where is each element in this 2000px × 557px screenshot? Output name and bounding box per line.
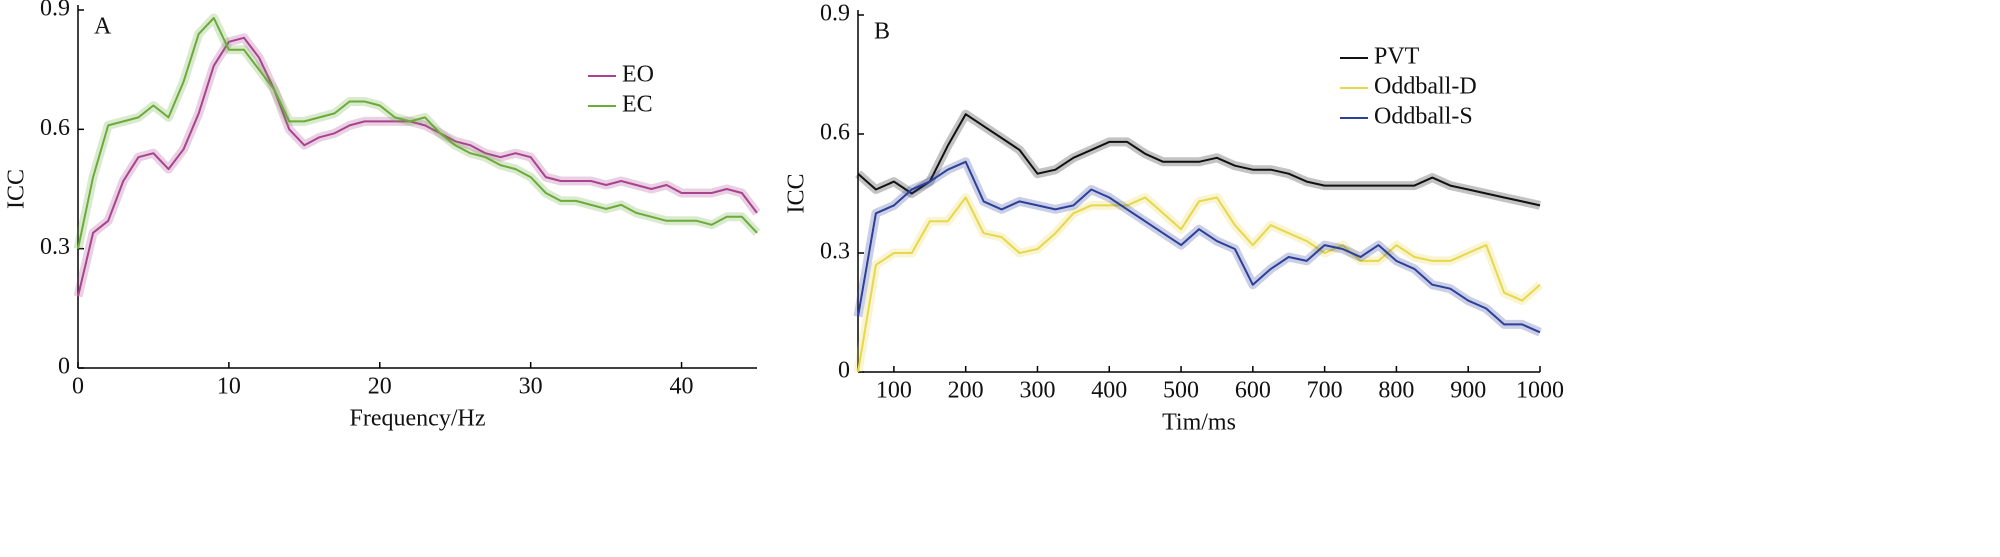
x-tick-label: 300 — [1019, 378, 1055, 404]
x-tick-label: 200 — [948, 378, 984, 404]
x-tick-label: 900 — [1450, 378, 1486, 404]
x-tick-label: 10 — [217, 374, 241, 400]
series-line — [857, 113, 1541, 207]
x-tick-label: 40 — [670, 374, 694, 400]
x-axis-label: Tim/ms — [1162, 410, 1236, 436]
series-line — [77, 36, 758, 297]
x-tick-label: 100 — [876, 378, 912, 404]
y-axis-label: ICC — [784, 173, 810, 213]
x-tick-label: 500 — [1163, 378, 1199, 404]
legend-label: EO — [622, 62, 654, 88]
confidence-band — [73, 33, 761, 298]
series-line — [857, 196, 1541, 373]
y-tick-label: 0 — [838, 358, 850, 384]
series-line — [857, 160, 1541, 334]
legend-label: Oddball-S — [1374, 104, 1473, 130]
y-tick-label: 0.3 — [40, 234, 70, 260]
panel-label: B — [874, 19, 890, 45]
y-tick-label: 0.9 — [40, 0, 70, 22]
y-tick-label: 0 — [58, 354, 70, 380]
legend-label: PVT — [1374, 44, 1420, 70]
y-tick-label: 0.6 — [40, 115, 70, 141]
x-tick-label: 800 — [1378, 378, 1414, 404]
legend-label: Oddball-D — [1374, 74, 1477, 100]
x-tick-label: 700 — [1307, 378, 1343, 404]
y-tick-label: 0.9 — [820, 1, 850, 27]
x-tick-label: 600 — [1235, 378, 1271, 404]
series-line — [77, 17, 758, 249]
y-tick-label: 0.3 — [820, 239, 850, 265]
x-tick-label: 400 — [1091, 378, 1127, 404]
x-tick-label: 30 — [519, 374, 543, 400]
confidence-band — [853, 157, 1542, 337]
x-tick-label: 20 — [368, 374, 392, 400]
legend-label: EC — [622, 92, 653, 118]
y-axis-label: ICC — [4, 169, 30, 209]
x-tick-label: 1000 — [1516, 378, 1564, 404]
x-tick-label: 0 — [72, 374, 84, 400]
x-axis-label: Frequency/Hz — [350, 406, 486, 432]
panel-label: A — [94, 14, 112, 40]
y-tick-label: 0.6 — [820, 120, 850, 146]
confidence-band — [73, 13, 761, 250]
